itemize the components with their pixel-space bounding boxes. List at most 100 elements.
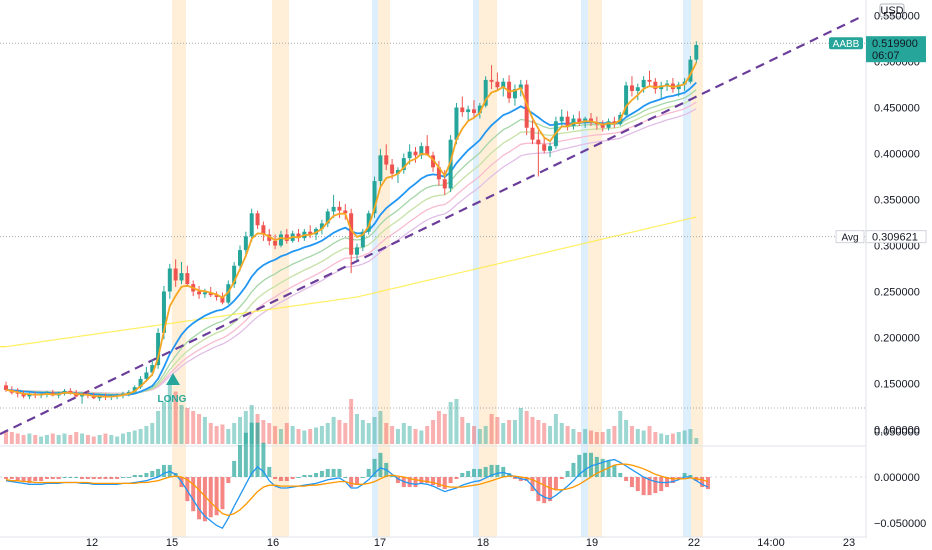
candle-body <box>343 210 348 214</box>
volume-bar <box>150 423 155 444</box>
volume-bar <box>167 384 172 444</box>
candle-body <box>548 146 553 151</box>
volume-bar <box>109 435 114 444</box>
histogram-bar <box>366 468 371 477</box>
candle-body <box>477 105 482 114</box>
candle-body <box>126 391 131 394</box>
candle-body <box>202 292 207 295</box>
volume-bar <box>97 435 102 444</box>
histogram-bar <box>62 477 67 478</box>
histogram-bar <box>314 472 319 477</box>
candle-body <box>571 118 576 126</box>
volume-bar <box>466 423 471 444</box>
candle-body <box>197 291 202 295</box>
trend-line <box>0 16 861 436</box>
symbol-tag-label: AABB <box>833 39 860 50</box>
volume-bar <box>665 435 670 444</box>
y-tick-label: 0.250000 <box>874 287 920 299</box>
x-tick-label: 22 <box>688 537 700 549</box>
histogram-bar <box>249 422 254 477</box>
candle-body <box>167 268 172 292</box>
volume-bar <box>524 411 529 444</box>
histogram-bar <box>232 460 237 477</box>
volume-bar <box>670 433 675 444</box>
volume-bar <box>419 430 424 444</box>
volume-bar <box>56 435 61 444</box>
histogram-bar <box>624 477 629 482</box>
histogram-bar <box>138 474 143 477</box>
x-tick-label: 19 <box>586 537 598 549</box>
volume-bar <box>185 408 190 444</box>
volume-bar <box>425 426 430 444</box>
histogram-bar <box>220 477 225 510</box>
volume-bar <box>355 414 359 444</box>
osc-tick-label: 0.000000 <box>874 472 920 484</box>
currency-label: USD <box>880 5 903 17</box>
volume-bar <box>85 435 90 444</box>
histogram-bar <box>85 477 90 480</box>
histogram-bar <box>132 474 137 477</box>
candle-body <box>688 59 693 82</box>
currency-badge[interactable] <box>879 3 905 18</box>
osc-tick-label: 0.050000 <box>874 426 920 438</box>
histogram-bar <box>27 477 32 484</box>
candle-body <box>559 116 564 122</box>
volume-bar <box>360 420 365 444</box>
histogram-bar <box>489 464 494 477</box>
candle-body <box>641 79 646 88</box>
histogram-bar <box>706 477 710 490</box>
volume-bar <box>542 423 547 444</box>
candle-body <box>624 85 629 115</box>
histogram-bar <box>536 477 541 502</box>
volume-bar <box>501 423 506 444</box>
volume-bar <box>308 429 313 444</box>
volume-bar <box>489 414 494 444</box>
volume-bar <box>548 426 553 444</box>
candle-body <box>542 144 547 151</box>
histogram-bar <box>302 474 307 477</box>
candle-body <box>15 392 20 394</box>
histogram-bar <box>442 477 447 490</box>
histogram-bar <box>600 458 605 477</box>
volume-bar <box>156 411 161 444</box>
candle-body <box>185 273 190 285</box>
volume-bar <box>50 433 55 444</box>
histogram-bar <box>74 477 79 478</box>
candle-body <box>589 118 593 123</box>
histogram-bar <box>4 477 8 480</box>
volume-bar <box>653 432 658 444</box>
candle-body <box>319 223 324 229</box>
histogram-bar <box>121 477 125 478</box>
histogram-bar <box>466 470 471 477</box>
candle-body <box>21 393 26 397</box>
volume-bar <box>27 433 32 444</box>
price-tag <box>866 36 926 63</box>
candle-body <box>337 206 342 211</box>
y-tick-label: 0.350000 <box>874 195 920 207</box>
candle-body <box>150 365 155 373</box>
histogram-bar <box>185 477 190 502</box>
volume-bar <box>460 417 465 444</box>
candle-body <box>243 236 248 251</box>
histogram-bar <box>372 458 377 477</box>
histogram-bar <box>126 477 131 478</box>
histogram-bar <box>337 468 342 477</box>
volume-bar <box>44 435 49 444</box>
candle-body <box>349 213 354 255</box>
volume-bar <box>91 436 96 444</box>
candle-body <box>419 146 424 156</box>
histogram-bar <box>436 477 441 488</box>
candle-body <box>401 158 406 171</box>
candle-body <box>173 268 178 281</box>
volume-bar <box>325 423 330 444</box>
candle-body <box>278 234 283 246</box>
volume-bar <box>507 420 512 444</box>
volume-bar <box>606 429 611 444</box>
avg-tag-label: Avg <box>841 233 858 244</box>
avg-tag-label-box <box>835 230 865 244</box>
y-tick-label: 0.100000 <box>874 425 920 437</box>
histogram-bar <box>524 477 529 482</box>
volume-bar <box>390 426 395 444</box>
histogram-bar <box>308 474 313 477</box>
